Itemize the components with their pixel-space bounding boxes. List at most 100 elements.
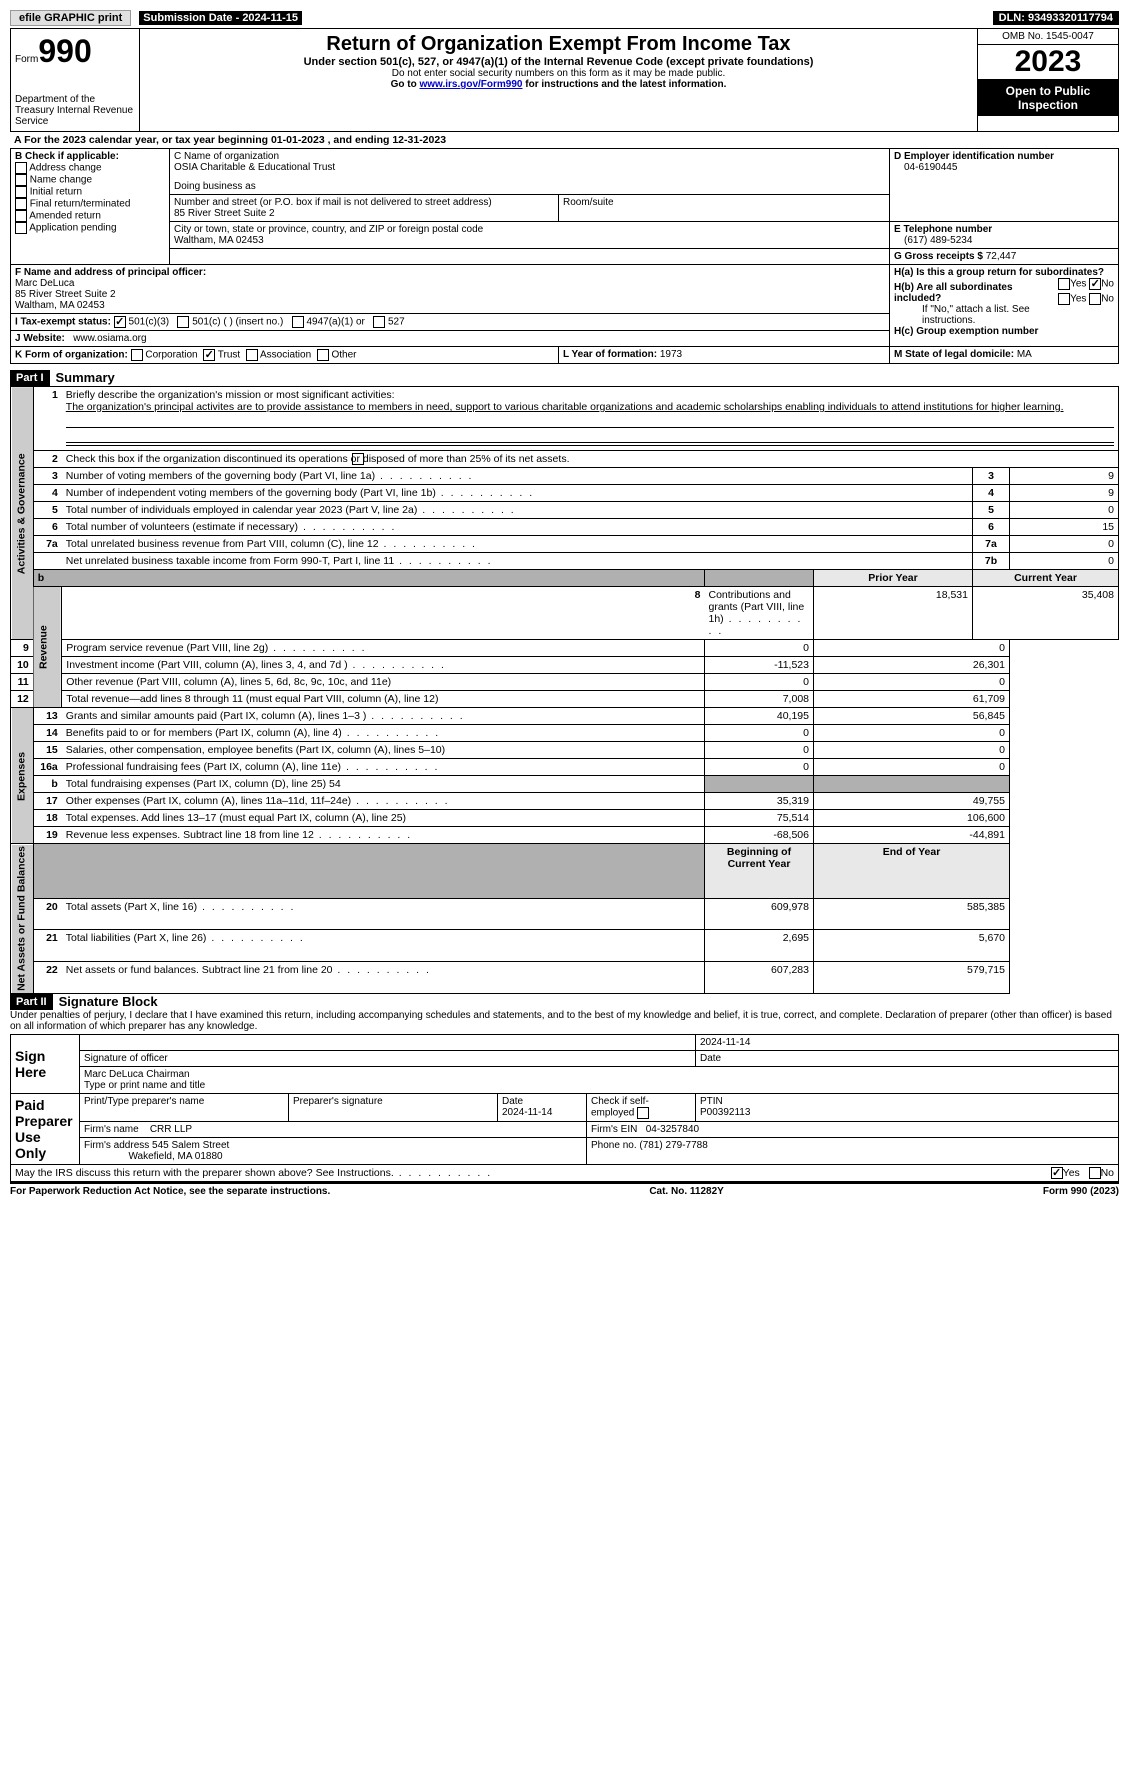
opt-name: Name change xyxy=(30,175,92,186)
col-prior: Prior Year xyxy=(814,570,973,587)
omb-number: OMB No. 1545-0047 xyxy=(978,29,1118,45)
hb-note: If "No," attach a list. See instructions… xyxy=(894,304,1114,326)
city-label: City or town, state or province, country… xyxy=(174,224,885,235)
hb-yes: Yes xyxy=(1070,294,1086,305)
go-to-text: Go to xyxy=(391,79,420,90)
j-label: J Website: xyxy=(15,333,65,344)
website-value[interactable]: www.osiama.org xyxy=(73,333,146,344)
c18: 106,600 xyxy=(814,810,1010,827)
cb-discuss-no[interactable] xyxy=(1089,1167,1101,1179)
p13: 40,195 xyxy=(705,708,814,725)
l11: Other revenue (Part VIII, column (A), li… xyxy=(62,674,705,691)
sign-here: Sign Here xyxy=(11,1035,80,1094)
col-end: End of Year xyxy=(814,844,1010,898)
open-inspection: Open to Public Inspection xyxy=(978,80,1118,116)
opt-initial: Initial return xyxy=(30,187,82,198)
cb-hb-yes[interactable] xyxy=(1058,293,1070,305)
cb-final[interactable] xyxy=(15,198,27,210)
gross-label: G Gross receipts $ xyxy=(894,251,983,262)
cb-name[interactable] xyxy=(15,174,27,186)
cb-l2[interactable] xyxy=(352,453,364,465)
cb-501c[interactable] xyxy=(177,316,189,328)
officer-city: Waltham, MA 02453 xyxy=(15,300,885,311)
summary-table: Activities & Governance 1 Briefly descri… xyxy=(10,386,1119,994)
c13: 56,845 xyxy=(814,708,1010,725)
paid-preparer: Paid Preparer Use Only xyxy=(11,1094,80,1165)
cb-address[interactable] xyxy=(15,162,27,174)
cb-other[interactable] xyxy=(317,349,329,361)
k-label: K Form of organization: xyxy=(15,350,128,361)
p20: 609,978 xyxy=(705,898,814,930)
cb-501c3[interactable] xyxy=(114,316,126,328)
instructions-link[interactable]: www.irs.gov/Form990 xyxy=(419,79,522,90)
col-beg: Beginning of Current Year xyxy=(705,844,814,898)
c15: 0 xyxy=(814,742,1010,759)
l16a: Professional fundraising fees (Part IX, … xyxy=(62,759,705,776)
ha-label: H(a) Is this a group return for subordin… xyxy=(894,267,1104,278)
ein-label: D Employer identification number xyxy=(894,151,1114,162)
side-expenses: Expenses xyxy=(11,708,34,844)
cb-corp[interactable] xyxy=(131,349,143,361)
form-number: 990 xyxy=(38,33,91,69)
p12: 7,008 xyxy=(705,691,814,708)
phone-value: (617) 489-5234 xyxy=(894,235,1114,246)
name-label: C Name of organization xyxy=(174,151,885,162)
cb-ha-no[interactable] xyxy=(1089,278,1101,290)
l-label: L Year of formation: xyxy=(563,349,657,360)
v5: 0 xyxy=(1010,502,1119,519)
l4: Number of independent voting members of … xyxy=(62,485,973,502)
v7b: 0 xyxy=(1010,553,1119,570)
officer-label: F Name and address of principal officer: xyxy=(15,267,885,278)
p17: 35,319 xyxy=(705,793,814,810)
cb-4947[interactable] xyxy=(292,316,304,328)
cb-initial[interactable] xyxy=(15,186,27,198)
hb-no: No xyxy=(1101,294,1114,305)
l19: Revenue less expenses. Subtract line 18 … xyxy=(62,827,705,844)
cb-amended[interactable] xyxy=(15,210,27,222)
sig-officer-label: Signature of officer xyxy=(80,1051,696,1067)
officer-addr: 85 River Street Suite 2 xyxy=(15,289,885,300)
cb-assoc[interactable] xyxy=(246,349,258,361)
m-label: M State of legal domicile: xyxy=(894,349,1014,360)
info-table: B Check if applicable: Address change Na… xyxy=(10,148,1119,364)
cb-ha-yes[interactable] xyxy=(1058,278,1070,290)
cb-self-emp[interactable] xyxy=(637,1107,649,1119)
discuss-yes: Yes xyxy=(1063,1167,1080,1179)
type-label: Type or print name and title xyxy=(84,1080,1114,1091)
signature-table: Sign Here 2024-11-14 Signature of office… xyxy=(10,1034,1119,1165)
ssn-warning: Do not enter social security numbers on … xyxy=(144,68,973,79)
ppn-label: Print/Type preparer's name xyxy=(80,1094,289,1122)
form-subtitle: Under section 501(c), 527, or 4947(a)(1)… xyxy=(144,56,973,68)
firm-addr-label: Firm's address xyxy=(84,1140,149,1151)
opt-corp: Corporation xyxy=(145,350,197,361)
ptin-label: PTIN xyxy=(700,1096,723,1107)
firm-ein-label: Firm's EIN xyxy=(591,1124,637,1135)
sign-date: 2024-11-14 xyxy=(696,1035,1119,1051)
part1-title: Summary xyxy=(50,370,115,386)
l22: Net assets or fund balances. Subtract li… xyxy=(62,962,705,994)
cb-527[interactable] xyxy=(373,316,385,328)
l2: Check this box if the organization disco… xyxy=(66,453,570,465)
l20: Total assets (Part X, line 16) xyxy=(62,898,705,930)
cb-trust[interactable] xyxy=(203,349,215,361)
cb-hb-no[interactable] xyxy=(1089,293,1101,305)
opt-trust: Trust xyxy=(218,350,240,361)
discuss-no: No xyxy=(1101,1167,1114,1179)
footer-left: For Paperwork Reduction Act Notice, see … xyxy=(10,1186,330,1197)
dba-label: Doing business as xyxy=(174,181,885,192)
l6: Total number of volunteers (estimate if … xyxy=(62,519,973,536)
ha-no: No xyxy=(1101,279,1114,290)
side-governance: Activities & Governance xyxy=(11,387,34,640)
p18: 75,514 xyxy=(705,810,814,827)
side-net-assets: Net Assets or Fund Balances xyxy=(11,844,34,994)
opt-501c3: 501(c)(3) xyxy=(129,317,170,328)
efile-button[interactable]: efile GRAPHIC print xyxy=(10,10,131,26)
p15: 0 xyxy=(705,742,814,759)
opt-527: 527 xyxy=(388,317,405,328)
c16a: 0 xyxy=(814,759,1010,776)
cb-discuss-yes[interactable] xyxy=(1051,1167,1063,1179)
l17: Other expenses (Part IX, column (A), lin… xyxy=(62,793,705,810)
l-value: 1973 xyxy=(660,349,682,360)
room-label: Room/suite xyxy=(563,197,885,208)
cb-pending[interactable] xyxy=(15,222,27,234)
